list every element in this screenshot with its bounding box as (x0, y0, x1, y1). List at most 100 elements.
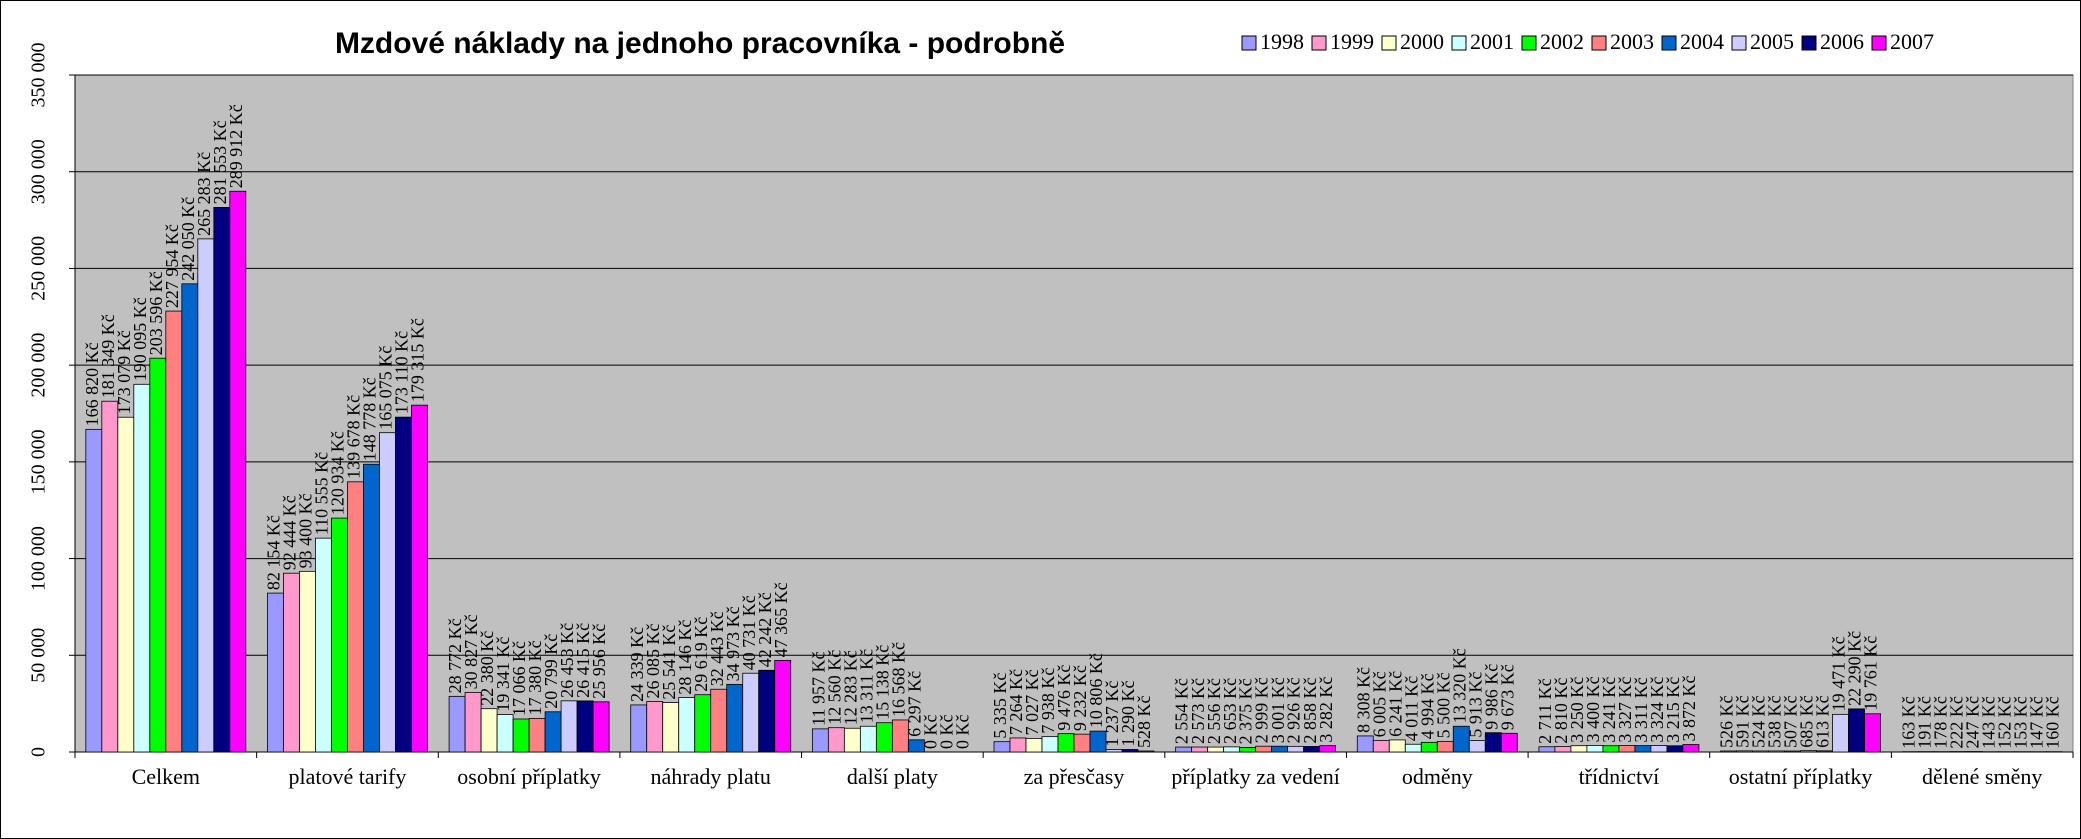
legend-label: 2006 (1820, 29, 1864, 54)
data-label: 181 349 Kč (98, 314, 118, 398)
bar (331, 517, 348, 753)
bar (1105, 749, 1123, 753)
legend-label: 2004 (1680, 29, 1724, 54)
bar (694, 694, 712, 753)
bar (1372, 739, 1390, 753)
bar (1816, 750, 1833, 753)
bar (1073, 733, 1091, 753)
data-label: 22 380 Kč (477, 631, 497, 706)
bar (267, 592, 284, 753)
data-label: 247 Kč (1962, 696, 1982, 749)
bar (1618, 745, 1636, 753)
data-label: 120 934 Kč (328, 431, 348, 515)
bar (1784, 750, 1801, 753)
data-label: 281 553 Kč (210, 120, 230, 204)
bar (875, 722, 893, 753)
bar (133, 383, 151, 753)
legend-label: 2001 (1470, 29, 1514, 54)
y-tick-label: 250 000 (28, 236, 50, 301)
bar (299, 570, 316, 753)
bar (1832, 713, 1849, 753)
data-label: 13 320 Kč (1449, 648, 1469, 723)
data-label: 524 Kč (1749, 695, 1769, 748)
legend-swatch (1241, 35, 1257, 51)
data-label: 9 232 Kč (1070, 665, 1090, 731)
bar (1223, 746, 1241, 753)
data-label: 13 311 Kč (856, 649, 876, 723)
data-label: 2 858 Kč (1300, 677, 1320, 743)
data-label: 0 Kč (920, 715, 940, 750)
data-label: 3 250 Kč (1567, 677, 1587, 743)
bar (1554, 746, 1572, 753)
data-label: 2 556 Kč (1204, 678, 1224, 744)
legend-swatch (1591, 35, 1607, 51)
bar (710, 688, 728, 753)
x-tick-label: příplatky za vedení (1171, 764, 1340, 789)
x-tick-label: ostatní příplatky (1728, 764, 1873, 789)
data-label: 7 264 Kč (1006, 669, 1026, 735)
bar (560, 700, 578, 753)
data-label: 7 938 Kč (1038, 668, 1058, 734)
legend-swatch (1731, 35, 1747, 51)
bar (117, 416, 135, 753)
data-label: 22 290 Kč (1845, 631, 1865, 706)
bar (1420, 741, 1438, 753)
data-label: 3 400 Kč (1583, 676, 1603, 742)
data-label: 9 673 Kč (1497, 664, 1517, 730)
data-label: 93 400 Kč (296, 493, 316, 568)
bar (993, 741, 1011, 753)
data-label: 242 050 Kč (178, 197, 198, 281)
data-label: 28 146 Kč (675, 620, 695, 695)
legend-label: 2000 (1400, 29, 1444, 54)
bar (1271, 745, 1289, 753)
data-label: 526 Kč (1717, 695, 1737, 748)
data-label: 591 Kč (1733, 695, 1753, 748)
y-tick-label: 50 000 (28, 628, 50, 683)
data-label: 2 375 Kč (1236, 678, 1256, 744)
data-label: 203 596 Kč (146, 271, 166, 355)
data-label: 222 Kč (1946, 696, 1966, 749)
data-label: 2 810 Kč (1551, 678, 1571, 744)
bar (1025, 738, 1043, 753)
bar (1602, 745, 1620, 753)
data-label: 19 341 Kč (493, 637, 513, 712)
legend-label: 1999 (1330, 29, 1374, 54)
data-label: 166 820 Kč (82, 342, 102, 426)
bar (1768, 750, 1785, 753)
data-label: 26 085 Kč (643, 624, 663, 699)
legend-swatch (1661, 35, 1677, 51)
bar (1468, 740, 1486, 753)
y-tick-label: 350 000 (28, 43, 50, 108)
legend-swatch (1521, 35, 1537, 51)
bar (1650, 745, 1668, 753)
data-label: 5 913 Kč (1465, 672, 1485, 738)
bar (1404, 743, 1422, 753)
bar (1121, 749, 1139, 753)
bar (1089, 730, 1107, 753)
x-tick-label: odměny (1401, 764, 1473, 789)
bar (678, 697, 696, 753)
bar (1538, 746, 1556, 753)
bar (1319, 745, 1337, 753)
data-label: 20 799 Kč (541, 634, 561, 709)
data-label: 165 075 Kč (376, 346, 396, 430)
data-label: 507 Kč (1781, 696, 1801, 749)
bar (1752, 750, 1769, 753)
bar (758, 669, 776, 753)
data-label: 3 215 Kč (1663, 677, 1683, 743)
data-label: 5 500 Kč (1433, 672, 1453, 738)
y-tick-label: 100 000 (28, 526, 50, 591)
bar (1137, 750, 1155, 753)
x-tick-label: další platy (846, 764, 938, 789)
bar (379, 432, 396, 753)
data-label: 11 957 Kč (808, 652, 828, 726)
x-tick-label: třídnictví (1578, 764, 1660, 789)
bar (101, 400, 119, 753)
data-label: 110 555 Kč (312, 452, 332, 535)
bar (496, 714, 514, 753)
data-label: 12 560 Kč (824, 650, 844, 725)
bar (646, 701, 664, 753)
bar (726, 683, 744, 753)
